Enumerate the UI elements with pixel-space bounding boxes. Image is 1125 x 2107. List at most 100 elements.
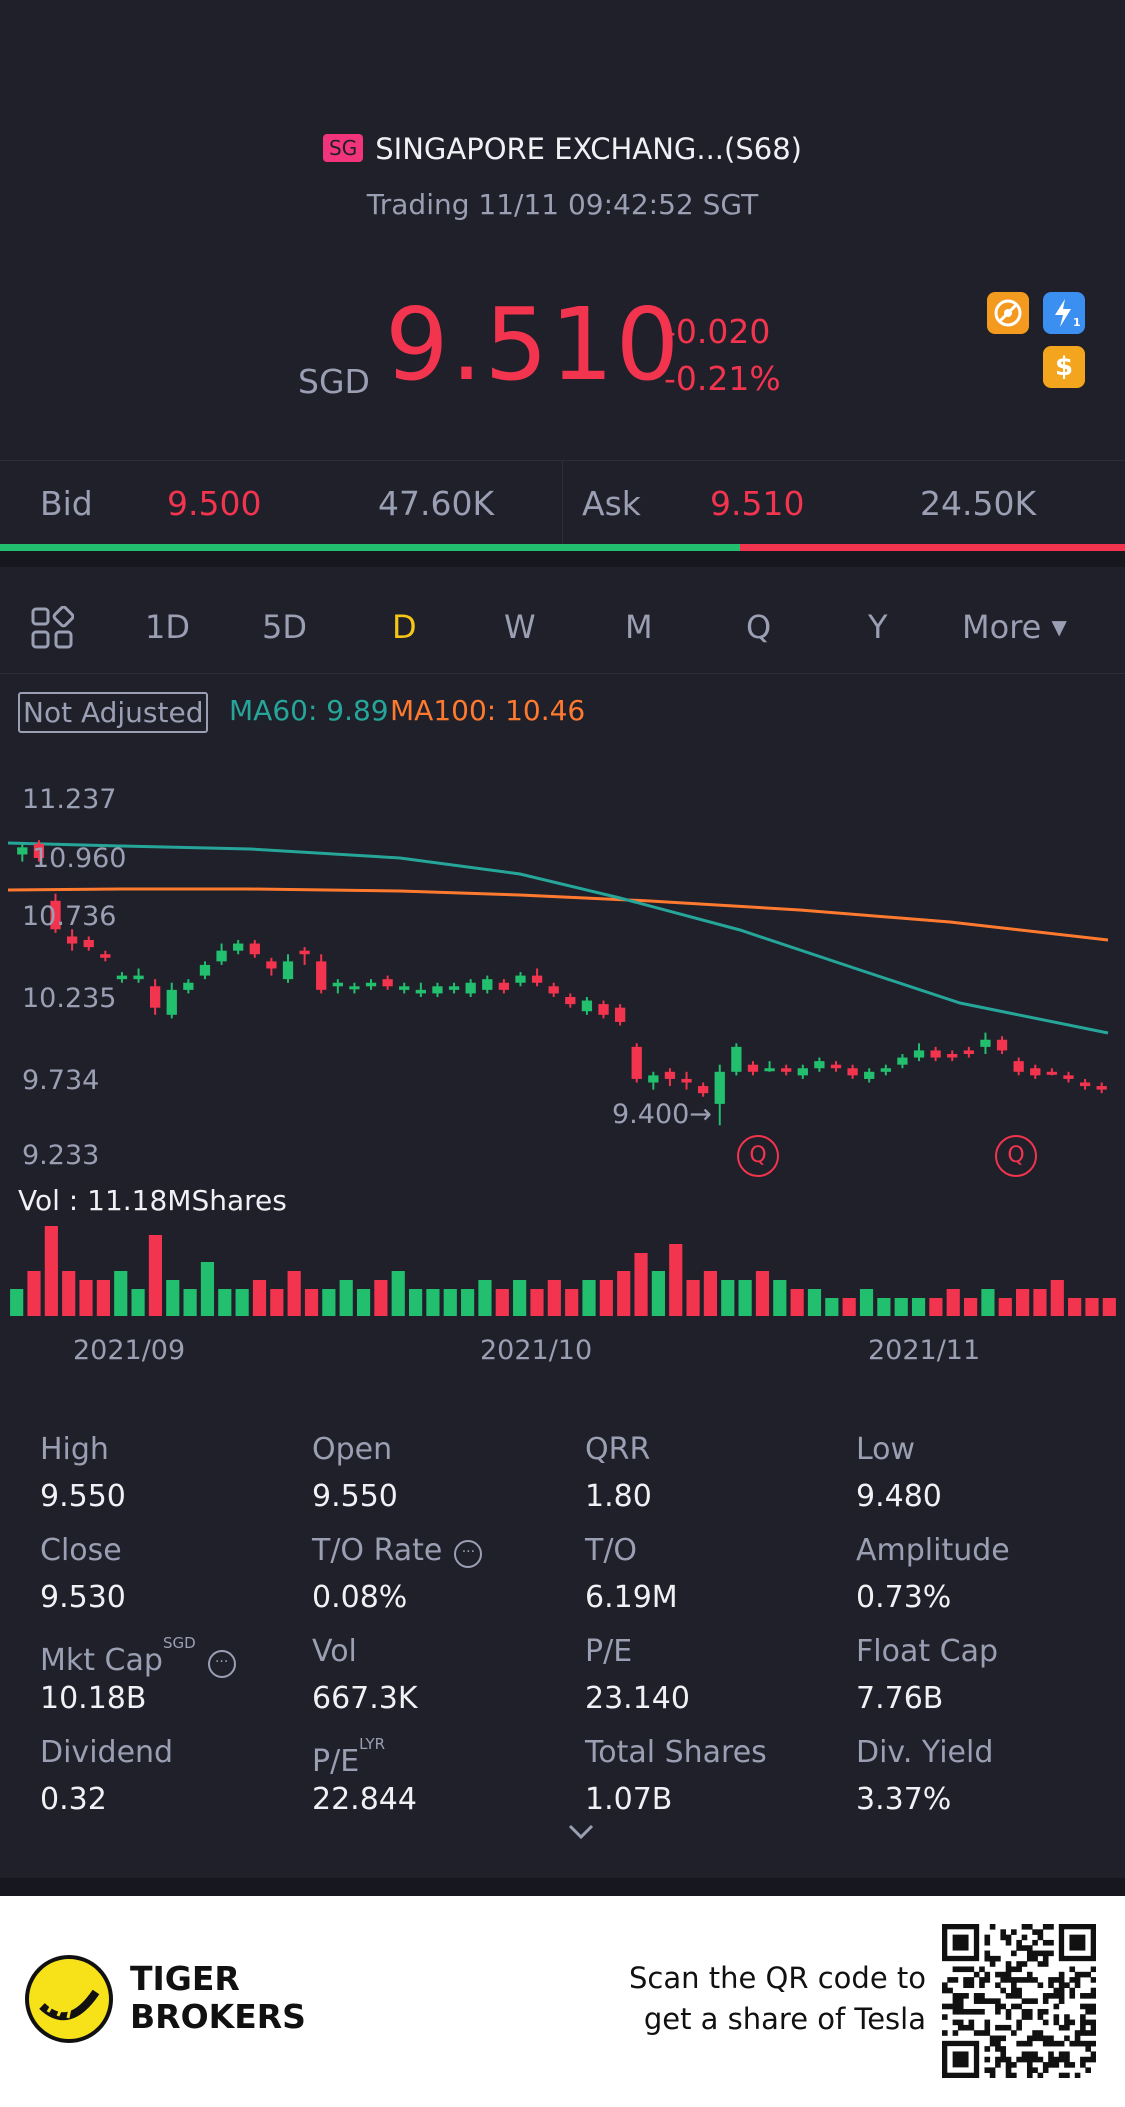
bid-price[interactable]: 9.500	[167, 484, 262, 523]
candle-body	[963, 1050, 974, 1054]
candle-body	[249, 943, 260, 955]
candle-body	[565, 996, 576, 1005]
volume-chart[interactable]	[0, 1222, 1125, 1322]
volume-bar	[1085, 1298, 1099, 1316]
quarterly-event-marker[interactable]: Q	[995, 1135, 1037, 1177]
tab-m[interactable]: M	[625, 608, 653, 646]
price-change: -0.020	[664, 312, 771, 351]
quarterly-event-marker[interactable]: Q	[737, 1135, 779, 1177]
stat-label-text: High	[40, 1432, 109, 1467]
market-badge: SG	[323, 134, 364, 162]
candle-body	[150, 986, 161, 1008]
stat-label-text: Total Shares	[585, 1735, 767, 1770]
volume-bar	[1033, 1289, 1047, 1316]
volume-bar	[287, 1271, 301, 1316]
candle-body	[897, 1057, 908, 1065]
more-info-icon[interactable]: ···	[207, 1650, 236, 1678]
bid-ask-divider	[562, 460, 563, 544]
stat-label: Amplitude	[856, 1533, 1010, 1568]
candle-body	[781, 1068, 792, 1072]
volume-bar	[738, 1280, 752, 1316]
stock-title[interactable]: SINGAPORE EXCHANG...(S68)	[375, 132, 802, 166]
candle-body	[116, 975, 128, 980]
y-axis-label: 11.237	[22, 784, 117, 815]
volume-bar	[461, 1289, 475, 1316]
volume-bar	[530, 1289, 544, 1316]
candle-body	[1046, 1071, 1058, 1075]
stat-label-text: Low	[856, 1432, 916, 1467]
candle-body	[382, 979, 393, 987]
dropdown-caret-icon: ▼	[1051, 615, 1067, 639]
price-change-percent: -0.21%	[664, 359, 781, 398]
candle-body	[548, 986, 559, 994]
stat-label: Float Cap	[856, 1634, 998, 1669]
volume-bar	[200, 1262, 215, 1316]
ma60-line	[7, 841, 1109, 1035]
candle-body	[996, 1039, 1008, 1051]
dollar-icon[interactable]: $	[1043, 346, 1085, 388]
candle-body	[299, 950, 310, 955]
tab-more[interactable]: More ▼	[962, 608, 1067, 646]
bid-size: 47.60K	[378, 484, 495, 523]
adjust-toggle[interactable]: Not Adjusted	[18, 692, 209, 733]
volume-bar	[790, 1289, 804, 1316]
volume-bar	[478, 1280, 492, 1316]
tab-w[interactable]: W	[504, 608, 536, 646]
stat-value: 9.550	[40, 1479, 126, 1514]
volume-bar	[131, 1289, 145, 1316]
no-margin-icon[interactable]	[987, 292, 1029, 334]
y-axis-label: 10.736	[22, 901, 117, 932]
stat-value: 9.550	[312, 1479, 398, 1514]
lightning-level-1-icon[interactable]: 1	[1043, 292, 1085, 334]
stat-label: High	[40, 1432, 109, 1467]
promo-footer: TIGER BROKERS Scan the QR code to get a …	[0, 1896, 1125, 2107]
tab-d[interactable]: D	[392, 608, 417, 646]
candle-body	[100, 954, 111, 958]
candle-body	[66, 936, 78, 944]
candle-body	[183, 982, 194, 990]
grid-layout-icon[interactable]	[30, 605, 75, 654]
candle-body	[1013, 1061, 1024, 1072]
volume-bar	[963, 1298, 978, 1316]
tab-q[interactable]: Q	[746, 608, 772, 646]
volume-bar	[183, 1289, 197, 1316]
candle-body	[664, 1071, 676, 1079]
more-info-icon[interactable]: ···	[454, 1540, 483, 1568]
x-axis-label: 2021/09	[73, 1335, 186, 1366]
y-axis-label: 10.235	[22, 983, 117, 1014]
candle-body	[83, 939, 94, 948]
stat-value: 0.73%	[856, 1580, 952, 1615]
stat-label-text: T/O	[585, 1533, 638, 1568]
stat-value: 1.07B	[585, 1782, 673, 1817]
candle-body	[316, 961, 327, 990]
stat-label: T/O Rate ···	[312, 1533, 483, 1568]
candle-body	[1096, 1086, 1107, 1090]
stat-label: Low	[856, 1432, 915, 1467]
tab-y[interactable]: Y	[868, 608, 888, 646]
stat-value: 3.37%	[856, 1782, 952, 1817]
promo-text-line: get a share of Tesla	[643, 2002, 926, 2036]
stat-value: 7.76B	[856, 1681, 944, 1716]
volume-bar	[408, 1289, 423, 1316]
tab-1d[interactable]: 1D	[145, 608, 190, 646]
x-axis-label: 2021/11	[868, 1335, 981, 1366]
candlestick-chart[interactable]	[0, 770, 1125, 1190]
volume-bar	[339, 1280, 353, 1316]
candle-body	[482, 979, 493, 990]
candle-body	[531, 975, 543, 983]
candle-body	[830, 1064, 842, 1069]
volume-bar	[669, 1244, 683, 1316]
low-price-marker: 9.400→	[612, 1099, 712, 1130]
volume-bar	[426, 1289, 440, 1316]
stat-value: 1.80	[585, 1479, 652, 1514]
ma60-label: MA60: 9.89	[229, 694, 389, 727]
stat-value: 23.140	[585, 1681, 690, 1716]
ma100-label: MA100: 10.46	[390, 694, 586, 727]
ask-price[interactable]: 9.510	[710, 484, 805, 523]
tab-5d[interactable]: 5D	[262, 608, 307, 646]
candle-body	[1030, 1068, 1041, 1076]
volume-bar	[998, 1298, 1012, 1316]
stat-label: Open	[312, 1432, 392, 1467]
expand-chevron-icon[interactable]	[566, 1822, 596, 1846]
qr-code[interactable]	[942, 1924, 1096, 2078]
